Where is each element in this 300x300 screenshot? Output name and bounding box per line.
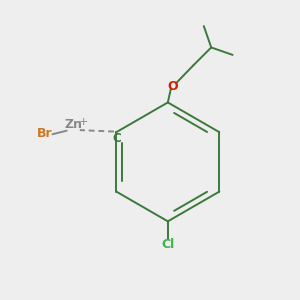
- Text: Br: Br: [37, 127, 52, 140]
- Text: +: +: [79, 117, 88, 128]
- Text: O: O: [168, 80, 178, 93]
- Text: Cl: Cl: [161, 238, 175, 251]
- Text: Zn: Zn: [64, 118, 82, 131]
- Text: C: C: [113, 132, 122, 145]
